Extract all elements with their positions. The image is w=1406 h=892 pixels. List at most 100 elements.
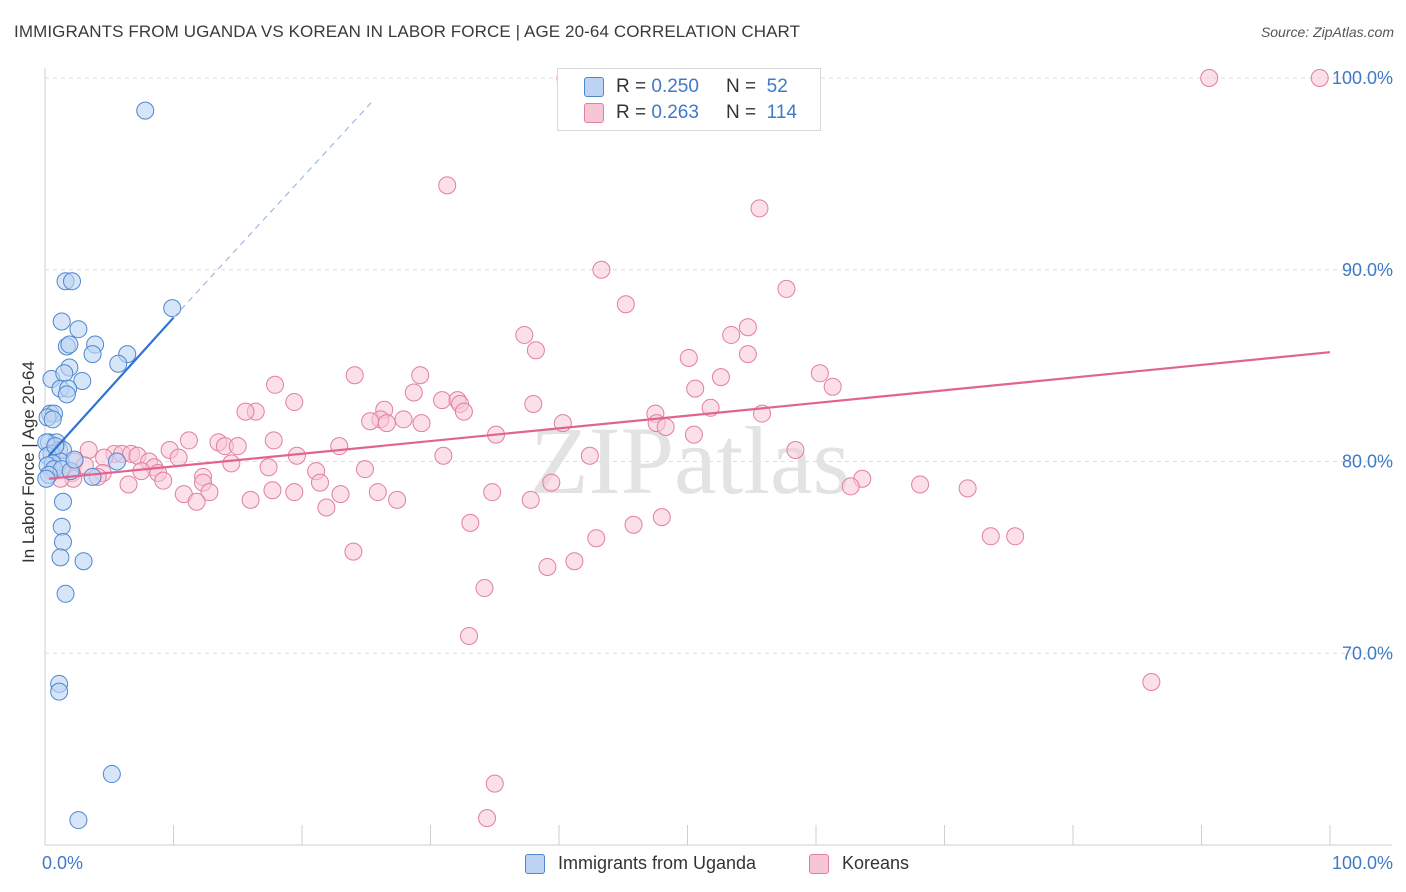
data-point-koreans [981,527,1000,546]
data-point-koreans [1142,673,1161,692]
data-point-koreans [624,515,643,534]
y-axis-label: In Labor Force | Age 20-64 [19,361,38,563]
data-point-koreans [404,383,423,402]
legend-n-value: 114 [766,102,797,123]
data-point-koreans [524,394,543,413]
data-point-uganda [51,548,70,567]
legend-r-label: R = [616,102,652,123]
data-point-uganda [62,272,81,291]
koreans-swatch [584,103,604,123]
data-point-koreans [454,402,473,421]
x-tick-label: 100.0% [1332,853,1393,873]
data-point-uganda [52,517,71,536]
data-point-koreans [285,393,304,412]
y-tick-label: 90.0% [1342,260,1393,280]
data-point-koreans [412,414,431,433]
data-point-koreans [154,471,173,490]
data-point-koreans [222,454,241,473]
data-point-uganda [83,345,102,364]
data-point-koreans [521,490,540,509]
data-point-koreans [738,345,757,364]
data-point-koreans [616,295,635,314]
data-point-koreans [1006,527,1025,546]
legend-item-koreans[interactable]: Koreans [809,853,909,874]
uganda-legend-swatch [525,853,545,874]
trend-layer [48,100,1331,480]
data-point-koreans [1310,69,1329,87]
data-point-koreans [515,325,534,344]
data-point-uganda [107,452,126,471]
x-tick-label: 0.0% [42,853,83,873]
data-point-uganda [65,450,84,469]
data-point-uganda [109,354,128,373]
data-point-koreans [738,318,757,337]
data-point-koreans [711,368,730,387]
label-layer: 70.0% 80.0% 90.0% 100.0% 0.0% 100.0% In Labor … [19,68,1393,873]
data-point-koreans [580,446,599,465]
y-tick-label: 80.0% [1342,452,1393,472]
data-point-koreans [377,414,396,433]
data-point-koreans [686,379,705,398]
data-point-uganda [163,299,182,318]
data-point-koreans [750,199,769,218]
data-point-koreans [345,366,364,385]
legend-item-uganda[interactable]: Immigrants from Uganda [525,853,756,874]
data-point-koreans [841,477,860,496]
data-point-koreans [777,279,796,298]
data-point-uganda [50,682,69,701]
uganda-legend-label: Immigrants from Uganda [558,853,757,873]
legend-row-koreans: R = 0.263 N = 114 [584,100,797,126]
data-point-koreans [652,508,671,527]
data-point-koreans [434,446,453,465]
uganda-points [37,101,182,830]
data-point-koreans [526,341,545,360]
data-point-koreans [263,481,282,500]
data-point-uganda [53,533,72,552]
legend-r-value: 0.263 [651,102,699,123]
data-point-koreans [310,473,329,492]
data-point-uganda [73,371,92,390]
koreans-legend-swatch [809,853,829,874]
data-point-koreans [361,412,380,431]
data-point-koreans [388,490,407,509]
data-point-uganda [69,811,88,830]
data-point-koreans [461,513,480,532]
data-point-koreans [241,490,260,509]
data-point-koreans [542,473,561,492]
koreans-legend-label: Koreans [842,853,910,873]
watermark: ZIPatlas [530,407,850,514]
data-point-koreans [684,425,703,444]
data-point-uganda [136,101,155,120]
data-point-uganda [83,467,102,486]
data-point-koreans [538,557,557,576]
data-point-koreans [592,260,611,279]
data-point-koreans [679,348,698,367]
data-point-koreans [285,483,304,502]
data-point-koreans [722,325,741,344]
data-point-uganda [52,312,71,331]
data-point-koreans [1200,69,1219,87]
data-point-koreans [433,391,452,410]
data-point-koreans [810,364,829,383]
data-point-koreans [119,475,138,494]
data-point-koreans [656,417,675,436]
data-point-koreans [264,431,283,450]
legend-n-label: N = [726,102,762,123]
series-legend: Immigrants from Uganda Koreans [0,851,1406,879]
y-tick-label: 70.0% [1342,643,1393,663]
data-point-uganda [46,437,65,456]
data-point-uganda [43,410,62,429]
data-point-koreans [355,460,374,479]
legend-r-value: 0.250 [651,76,699,97]
data-point-koreans [394,410,413,429]
data-point-koreans [344,542,363,561]
trend-extension-uganda [173,100,374,319]
data-point-uganda [55,364,74,383]
data-point-koreans [438,176,457,195]
uganda-swatch [584,77,604,97]
chart-source: Source: ZipAtlas.com [1260,24,1394,40]
data-point-koreans [330,437,349,456]
data-point-uganda [53,492,72,511]
data-point-koreans [169,448,188,467]
data-point-koreans [478,809,497,828]
